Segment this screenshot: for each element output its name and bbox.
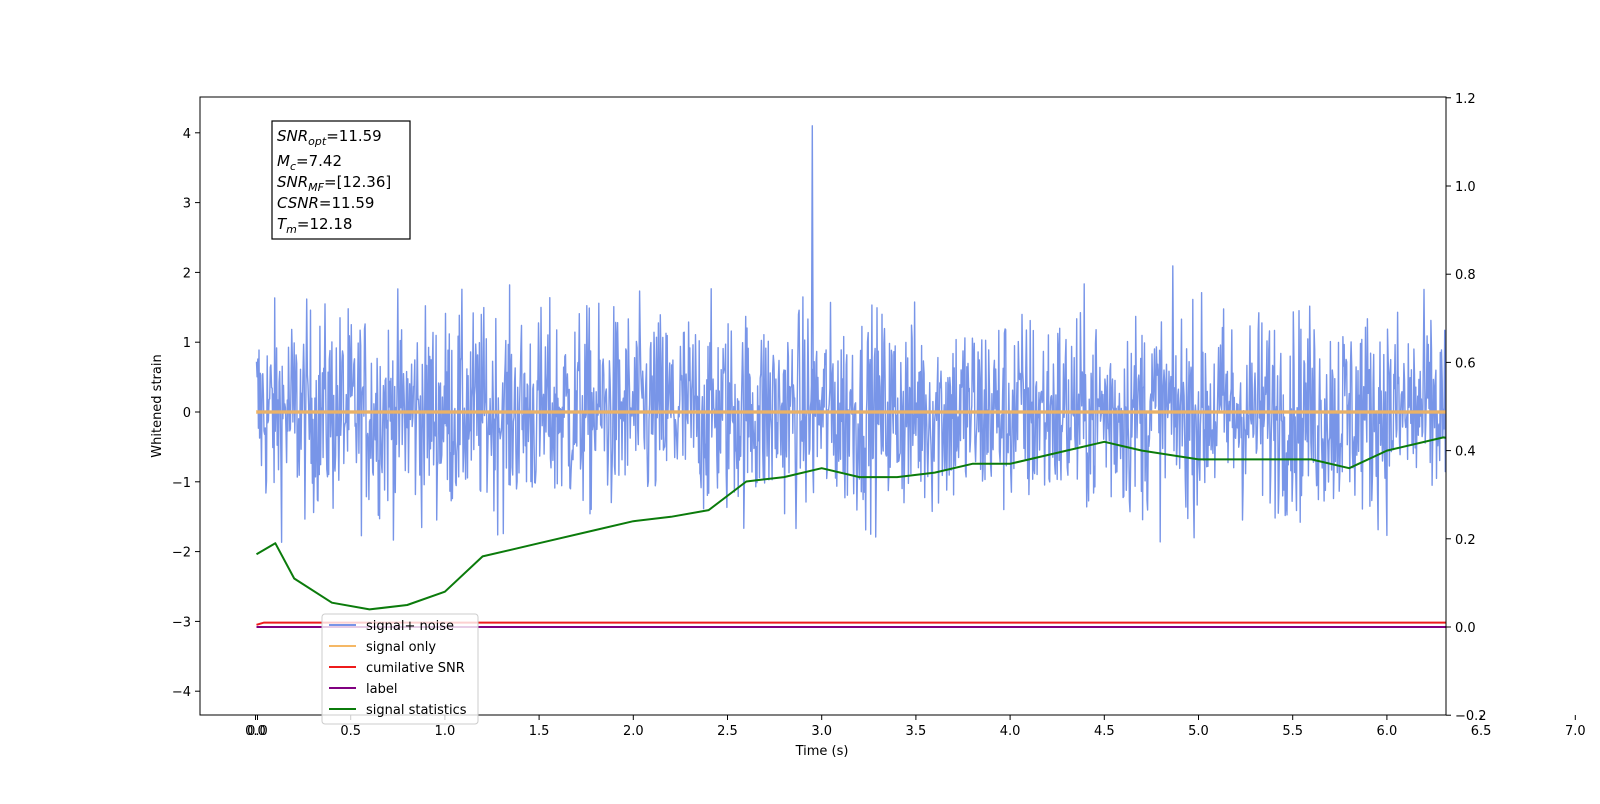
x-tick-label: 4.5 — [1094, 724, 1115, 739]
x-tick-label: 3.0 — [811, 724, 832, 739]
right-tick-label: 1.0 — [1455, 180, 1476, 195]
x-tick-label: 3.5 — [906, 724, 927, 739]
legend-label: signal+ noise — [366, 619, 454, 634]
y-tick-label: 2 — [183, 266, 191, 281]
x-tick-label: 2.5 — [717, 724, 738, 739]
right-tick-label: 0.4 — [1455, 445, 1476, 460]
x-tick-label: 0.5 — [340, 724, 361, 739]
y-tick-label: −4 — [172, 685, 191, 700]
annotation-box: SNRopt=11.59 Mc=7.42 SNRMF=[12.36] CSNR=… — [272, 121, 410, 239]
x-tick-label: 6.5 — [1471, 724, 1492, 739]
y-axis-ticks: 4 3 2 1 0 −1 −2 −3 −4 — [172, 127, 200, 700]
legend-label: cumilative SNR — [366, 661, 465, 676]
annotation-csnr: CSNR=11.59 — [277, 194, 374, 212]
x-tick-label: 5.5 — [1282, 724, 1303, 739]
y-tick-label: 1 — [183, 336, 191, 351]
x-tick-label: 0.0 — [247, 724, 268, 739]
x-tick-label: 4.0 — [1000, 724, 1021, 739]
right-tick-label: 0.6 — [1455, 356, 1476, 371]
plot-area — [257, 126, 1600, 671]
y-tick-label: −2 — [172, 546, 191, 561]
right-tick-label: 0.0 — [1455, 621, 1476, 636]
legend-label: label — [366, 682, 397, 697]
y-tick-label: 3 — [183, 197, 191, 212]
x-tick-label: 1.5 — [529, 724, 550, 739]
y-tick-label: −1 — [172, 476, 191, 491]
right-tick-label: 0.8 — [1455, 268, 1476, 283]
x-axis-label: Time (s) — [795, 744, 849, 759]
series-signal-noise — [257, 126, 1600, 671]
right-tick-label: 0.2 — [1455, 533, 1476, 548]
x-tick-label: 2.0 — [623, 724, 644, 739]
x-tick-label: 5.0 — [1188, 724, 1209, 739]
y-tick-label: −3 — [172, 615, 191, 630]
y-tick-label: 0 — [183, 406, 191, 421]
annotation-snr-mf: SNRMF=[12.36] — [277, 173, 391, 194]
right-tick-label: −0.2 — [1455, 709, 1487, 724]
legend-label: signal statistics — [366, 703, 467, 718]
annotation-snr-opt: SNRopt=11.59 — [277, 127, 382, 148]
x-tick-label: 6.0 — [1377, 724, 1398, 739]
legend: signal+ noise signal only cumilative SNR la… — [322, 614, 478, 724]
x-tick-label: 1.0 — [435, 724, 456, 739]
annotation-mc: Mc=7.42 — [277, 152, 342, 173]
legend-label: signal only — [366, 640, 436, 655]
x-tick-label: 7.0 — [1565, 724, 1586, 739]
right-tick-label: 1.2 — [1455, 92, 1476, 107]
y-tick-label: 4 — [183, 127, 191, 142]
y-axis-label: Whitened strain — [150, 354, 165, 457]
right-axis-ticks: 1.2 1.0 0.8 0.6 0.4 0.2 0.0 −0.2 — [1446, 92, 1487, 724]
